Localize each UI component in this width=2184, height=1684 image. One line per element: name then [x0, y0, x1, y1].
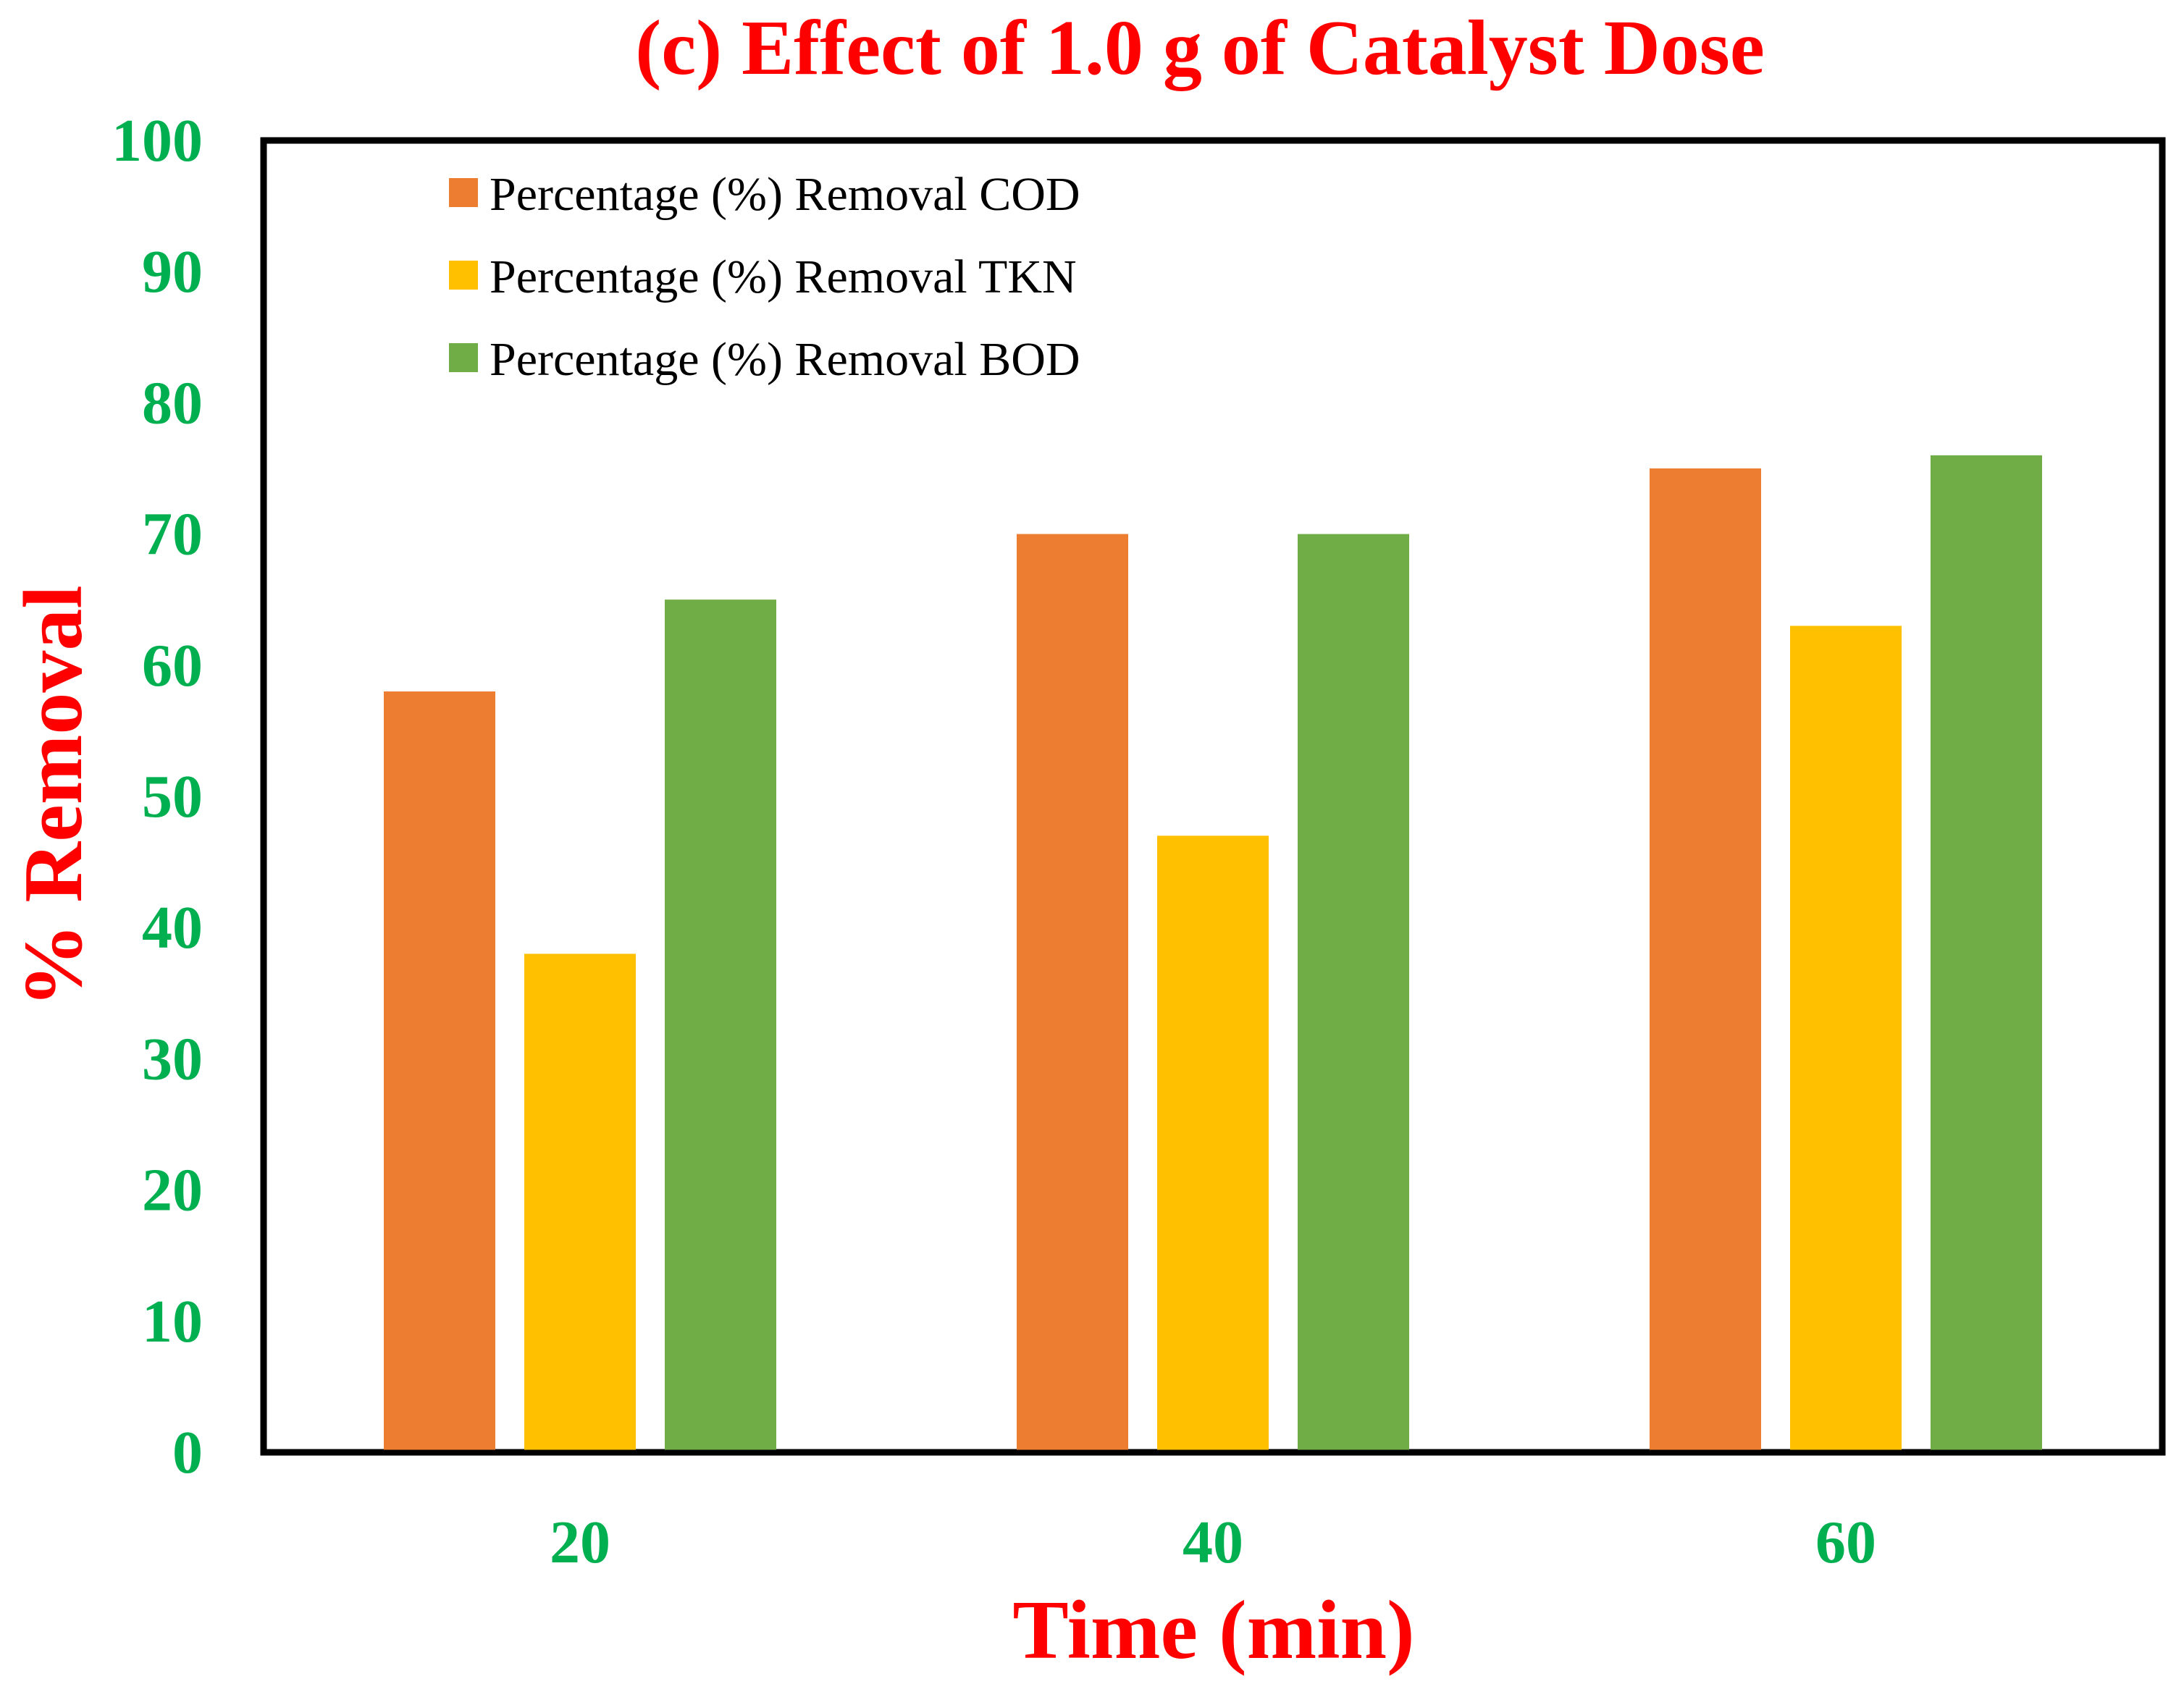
y-axis-ticks: 0 10 20 30 40 50 60 70 80 90 100 — [112, 107, 203, 1486]
bar — [1017, 534, 1128, 1452]
legend-swatch — [449, 343, 478, 372]
bar — [1157, 835, 1269, 1452]
y-tick-label: 80 — [142, 369, 203, 437]
y-tick-label: 10 — [142, 1288, 203, 1355]
y-tick-label: 60 — [142, 632, 203, 699]
x-axis-title: Time (min) — [1012, 1584, 1414, 1677]
y-tick-label: 20 — [142, 1157, 203, 1224]
y-tick-label: 70 — [142, 501, 203, 568]
x-tick-label: 40 — [1183, 1509, 1243, 1576]
y-tick-label: 30 — [142, 1025, 203, 1093]
bar-series-group — [384, 455, 2042, 1453]
y-tick-label: 40 — [142, 894, 203, 961]
bar — [1790, 626, 1902, 1453]
bar — [665, 599, 776, 1453]
legend-swatch — [449, 261, 478, 290]
legend-label: Percentage (%) Removal COD — [490, 168, 1080, 221]
bar — [1931, 455, 2042, 1452]
y-axis-title: % Removal — [7, 585, 100, 1007]
y-tick-label: 100 — [112, 107, 203, 174]
x-axis-ticks: 20 40 60 — [550, 1509, 1876, 1576]
legend-label: Percentage (%) Removal BOD — [490, 333, 1080, 386]
bar — [1298, 534, 1409, 1452]
x-tick-label: 20 — [550, 1509, 610, 1576]
chart-title: (c) Effect of 1.0 g of Catalyst Dose — [635, 5, 1765, 91]
x-tick-label: 60 — [1815, 1509, 1876, 1576]
bar — [1650, 468, 1761, 1452]
bar — [384, 691, 495, 1452]
legend-swatch — [449, 178, 478, 207]
legend-label: Percentage (%) Removal TKN — [490, 251, 1077, 303]
bar — [524, 953, 636, 1452]
y-tick-label: 90 — [142, 238, 203, 306]
chart-legend: Percentage (%) Removal COD Percentage (%)… — [449, 168, 1080, 386]
y-tick-label: 0 — [172, 1419, 203, 1486]
y-tick-label: 50 — [142, 763, 203, 830]
